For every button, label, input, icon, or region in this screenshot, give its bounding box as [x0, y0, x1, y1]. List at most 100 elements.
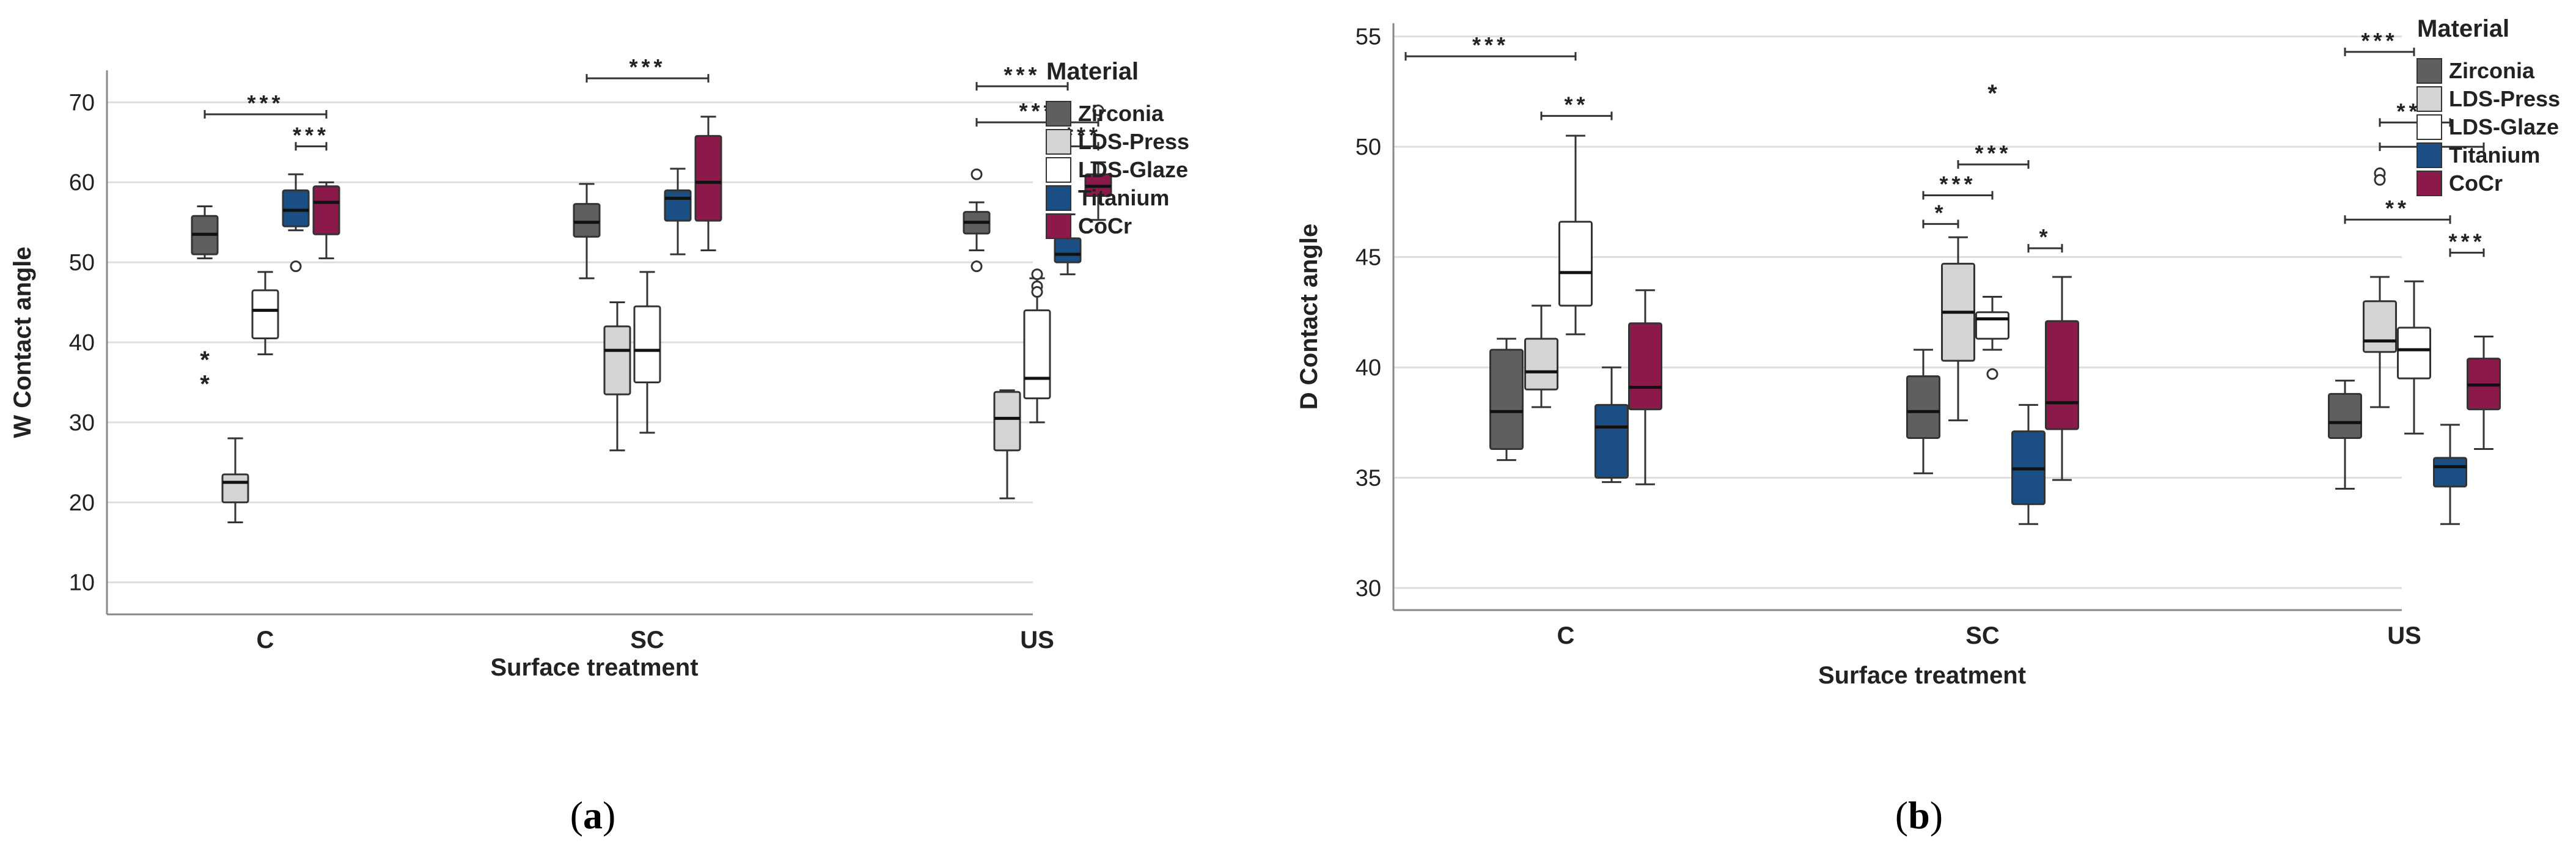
box-cocr-c: [312, 181, 340, 260]
box-body: [221, 473, 249, 504]
significance-bracket: *: [1922, 200, 1959, 229]
box-lds-glaze-us: [2397, 280, 2431, 435]
legend-swatch: [2416, 171, 2442, 196]
legend-entry: Zirconia: [1078, 101, 1164, 126]
box-lds-press-c: [1524, 304, 1558, 408]
legend-swatch: [1046, 185, 1071, 211]
y-axis-label: D Contact angle: [1296, 224, 1323, 410]
box-lds-press-sc: [603, 301, 631, 452]
significance-label: ***: [1975, 141, 2011, 166]
outlier-point: [290, 260, 302, 273]
significance-bracket: ***: [2344, 28, 2415, 56]
significance-bracket: *: [2027, 224, 2063, 253]
outlier-point: [2374, 174, 2386, 186]
y-tick-label: 10: [69, 570, 95, 596]
y-tick-label: 55: [1356, 24, 1381, 50]
x-tick-label: C: [1557, 622, 1575, 649]
box-titanium-us: [2433, 424, 2467, 525]
significance-bracket: **: [2344, 196, 2451, 224]
outlier-point: [971, 168, 983, 180]
y-tick-label: 20: [69, 490, 95, 516]
significance-bracket: **: [1540, 92, 1613, 120]
x-axis-label: Surface treatment: [1818, 662, 2026, 689]
significance-label: ***: [1004, 62, 1040, 87]
y-tick-label: 45: [1356, 245, 1381, 271]
box-body: [1906, 375, 1940, 439]
box-body: [282, 189, 310, 227]
extreme-point: *: [200, 370, 210, 397]
box-body: [1594, 403, 1629, 479]
significance-label: **: [1564, 92, 1588, 117]
extreme-point: *: [1987, 80, 1997, 107]
chart-panel-b: 30 35 40 45 50 55 C SC US Surface treatment D Cont…: [1296, 15, 2560, 837]
significance-label: ***: [1472, 32, 1509, 57]
panel-caption: (a): [570, 793, 616, 837]
outlier-point: [1031, 286, 1043, 298]
box-body: [2397, 326, 2431, 380]
significance-label: *: [2039, 224, 2051, 249]
legend-title: Material: [1046, 58, 1139, 85]
box-body: [1054, 237, 1082, 263]
x-axis-label: Surface treatment: [490, 654, 698, 681]
legend-swatch: [1046, 101, 1071, 127]
significance-bracket: ***: [1404, 32, 1577, 61]
box-lds-glaze-sc: *: [1975, 80, 2009, 380]
box-titanium-c: [282, 173, 310, 273]
y-tick-label: 70: [69, 90, 95, 116]
box-zirconia-sc: [573, 183, 601, 279]
box-body: [251, 289, 279, 339]
box-lds-press-us: [2363, 167, 2397, 408]
x-tick-label: US: [1020, 627, 1054, 653]
significance-label: ***: [2448, 229, 2485, 254]
box-cocr-us: [2467, 335, 2501, 451]
legend-swatch: [1046, 157, 1071, 183]
x-tick-label: US: [2387, 622, 2421, 649]
legend: Material Zirconia LDS-Press LDS-Glaze Titani…: [2416, 15, 2560, 196]
significance-label: ***: [293, 122, 329, 147]
box-titanium-c: [1594, 366, 1629, 484]
outlier-point: [1031, 268, 1043, 281]
box-body: [603, 325, 631, 396]
y-tick-label: 50: [1356, 134, 1381, 160]
box-body: [1628, 322, 1662, 411]
significance-bracket: ***: [293, 122, 329, 151]
box-body: [1524, 337, 1558, 391]
significance-label: ***: [2361, 28, 2398, 53]
legend-swatch: [1046, 213, 1071, 239]
extreme-point: *: [200, 347, 210, 374]
legend-entry: Zirconia: [2449, 58, 2535, 83]
y-tick-label: 40: [69, 330, 95, 356]
legend-entry: CoCr: [2449, 171, 2503, 196]
box-body: [2045, 320, 2079, 430]
x-tick-label: SC: [1965, 622, 2000, 649]
y-tick-label: 60: [69, 170, 95, 196]
outlier-point: [971, 260, 983, 273]
box-body: [2328, 392, 2362, 439]
significance-bracket: ***: [975, 62, 1069, 91]
y-tick-label: 35: [1356, 465, 1381, 491]
chart-panel-a: 10 20 30 40 50 60 70 C SC US Surface treatment W Co…: [9, 54, 1189, 837]
significance-label: *: [1934, 200, 1947, 225]
panel-caption: (b): [1895, 793, 1943, 837]
legend-swatch: [2416, 86, 2442, 112]
box-body: [573, 203, 601, 238]
legend-entry: LDS-Glaze: [2449, 114, 2559, 139]
box-body: [664, 189, 692, 222]
box-lds-glaze-c: [251, 271, 279, 356]
legend-title: Material: [2417, 15, 2509, 42]
x-tick-label: C: [257, 627, 274, 653]
box-body: [1975, 311, 2009, 340]
significance-bracket: ***: [204, 90, 328, 119]
box-titanium-sc: [2011, 403, 2046, 525]
box-zirconia-sc: [1906, 348, 1940, 474]
significance-bracket: ***: [2448, 229, 2485, 257]
box-body: [993, 391, 1021, 452]
significance-label: ***: [1939, 172, 1976, 197]
box-cocr-us: [1084, 104, 1112, 221]
legend-entry: Titanium: [1078, 185, 1169, 210]
significance-bracket: ***: [585, 54, 710, 83]
box-body: [2433, 457, 2467, 488]
box-body: [1489, 348, 1524, 451]
box-body: [312, 185, 340, 235]
significance-bracket: ***: [1922, 172, 1994, 200]
